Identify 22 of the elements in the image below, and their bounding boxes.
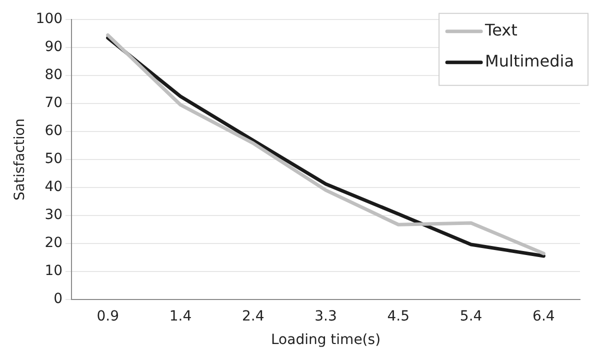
legend-label: Multimedia bbox=[485, 52, 574, 71]
y-tick-label: 10 bbox=[44, 263, 63, 280]
y-tick-label: 70 bbox=[44, 95, 63, 112]
x-axis-title: Loading time(s) bbox=[270, 332, 381, 348]
y-tick-label: 90 bbox=[44, 39, 63, 56]
y-tick-label: 40 bbox=[44, 179, 63, 196]
x-tick-label: 2.4 bbox=[242, 308, 264, 324]
x-tick-label: 4.5 bbox=[387, 308, 410, 324]
x-tick-label: 1.4 bbox=[169, 308, 192, 324]
x-tick-label: 6.4 bbox=[532, 308, 555, 324]
legend-label: Text bbox=[484, 20, 518, 40]
x-tick-label: 0.9 bbox=[96, 308, 119, 324]
x-tick-label: 3.3 bbox=[314, 308, 337, 324]
y-tick-label: 20 bbox=[44, 235, 63, 252]
y-tick-label: 100 bbox=[36, 11, 63, 28]
y-tick-label: 60 bbox=[44, 123, 63, 140]
y-tick-label: 50 bbox=[44, 151, 63, 168]
y-tick-label: 0 bbox=[54, 291, 63, 308]
y-tick-label: 80 bbox=[44, 67, 63, 84]
y-tick-label: 30 bbox=[44, 207, 63, 224]
y-axis-title: Satisfaction bbox=[12, 118, 28, 200]
x-tick-label: 5.4 bbox=[460, 308, 482, 324]
